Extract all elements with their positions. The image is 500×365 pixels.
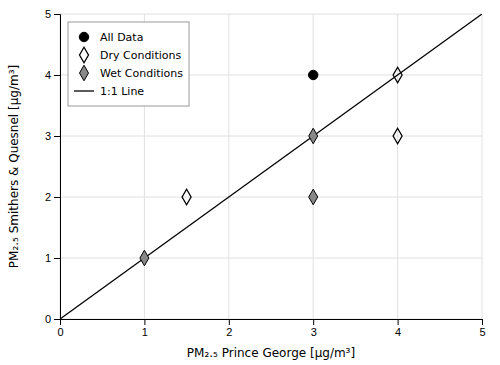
tick-label: 0 (57, 326, 63, 338)
tick-label: 4 (45, 69, 51, 81)
line (60, 14, 482, 319)
tick-label: 5 (45, 8, 51, 20)
tick: 4 (45, 69, 60, 81)
point (308, 70, 317, 79)
tick: 0 (45, 313, 60, 325)
tick-label: 2 (45, 191, 51, 203)
grid-line-y (60, 197, 482, 198)
grid-line-x (482, 14, 483, 319)
y-axis: 0 1 2 3 4 5 (45, 8, 61, 325)
tick-label: 4 (395, 326, 401, 338)
tick-label: 3 (311, 326, 317, 338)
point (309, 128, 318, 144)
marks (60, 14, 482, 319)
tick: 4 (395, 319, 401, 338)
tick: 5 (45, 8, 60, 20)
tick-label: 1 (45, 252, 51, 264)
tick-label: 3 (45, 130, 51, 142)
x-axis: 0 1 2 3 4 5 (57, 319, 485, 338)
grid-line-x (397, 14, 398, 319)
legend-item: Dry Conditions (80, 47, 182, 63)
legend-box (68, 22, 189, 106)
point (309, 189, 318, 205)
tick-mark (54, 197, 60, 198)
legend-label: 1:1 Line (100, 85, 144, 98)
legend: All Data Dry Conditions Wet Conditions 1:1 … (68, 22, 189, 106)
grid-line-y (60, 258, 482, 259)
grid-line-y (60, 14, 482, 15)
grid-line-y (60, 136, 482, 137)
tick-mark (54, 258, 60, 259)
tick-mark (54, 136, 60, 137)
point (182, 189, 191, 205)
tick: 3 (45, 130, 60, 142)
legend-item: 1:1 Line (74, 85, 144, 98)
legend-item: All Data (79, 31, 143, 44)
legend-label: All Data (100, 31, 143, 44)
axis-line (61, 320, 483, 326)
legend-symbol (80, 47, 89, 63)
x-axis-title: PM₂.₅ Prince George [μg/m³] (187, 346, 355, 360)
legend-symbol (74, 90, 94, 91)
legend-item: Wet Conditions (80, 65, 184, 81)
axis-line (54, 15, 61, 320)
grid-line-x (313, 14, 314, 319)
legend-symbol (80, 65, 89, 81)
tick: 0 (57, 319, 63, 338)
point (393, 67, 402, 83)
tick-mark (54, 75, 60, 76)
tick-mark (144, 319, 145, 325)
tick-label: 2 (226, 326, 232, 338)
tick-mark (54, 14, 60, 15)
plot: 0 1 2 3 4 5 0 1 2 3 4 5 PM₂.₅ Prince George [μg/m³] P… (7, 8, 486, 360)
tick-label: 5 (479, 326, 485, 338)
tick: 2 (226, 319, 232, 338)
tick: 1 (45, 252, 60, 264)
grid (60, 14, 482, 319)
legend-symbol (79, 32, 88, 41)
y-axis-title: PM₂.₅ Smithers & Quesnel [μg/m³] (7, 65, 21, 268)
chart: 0 1 2 3 4 5 0 1 2 3 4 5 PM₂.₅ Prince George [μg/m³] P… (0, 0, 500, 365)
tick: 5 (479, 319, 485, 338)
tick-mark (482, 319, 483, 325)
tick: 3 (311, 319, 317, 338)
tick-mark (313, 319, 314, 325)
grid-line-x (228, 14, 229, 319)
tick-label: 0 (45, 313, 51, 325)
legend-label: Wet Conditions (100, 67, 183, 80)
tick: 2 (45, 191, 60, 203)
legend-label: Dry Conditions (100, 49, 181, 62)
tick: 1 (142, 319, 148, 338)
tick-mark (398, 319, 399, 325)
tick-mark (54, 319, 60, 320)
tick-label: 1 (142, 326, 148, 338)
tick-mark (229, 319, 230, 325)
point (393, 128, 402, 144)
point (140, 250, 149, 266)
